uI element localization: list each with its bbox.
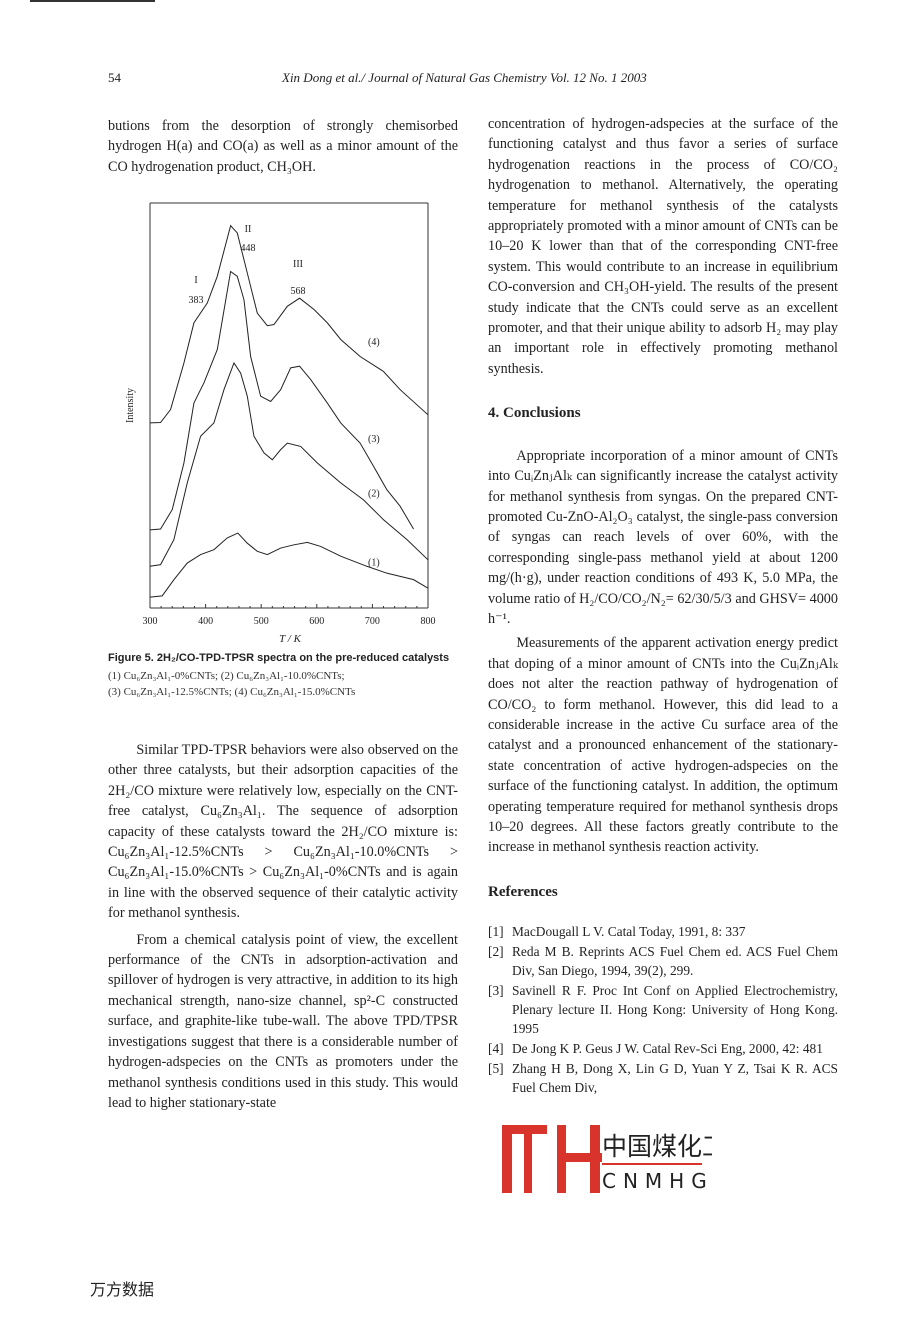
series-label: (1) (368, 557, 380, 568)
reference-text: Zhang H B, Dong X, Lin G D, Yuan Y Z, Ts… (512, 1061, 838, 1096)
reference-item: [2] Reda M B. Reprints ACS Fuel Chem ed. … (488, 942, 838, 980)
x-tick-label: 500 (254, 616, 269, 627)
reference-number: [2] (488, 944, 504, 960)
figure-caption: Figure 5. 2H₂/CO-TPD-TPSR spectra on the… (108, 652, 450, 664)
reference-text: Savinell R F. Proc Int Conf on Applied E… (512, 983, 838, 1037)
reference-list: [1] MacDougall L V. Catal Today, 1991, 8:… (488, 922, 838, 1097)
paragraph: From a chemical catalysis point of view,… (108, 931, 458, 1111)
x-tick-label: 700 (365, 616, 380, 627)
series-line-4 (149, 224, 429, 424)
series-label: (3) (368, 434, 380, 445)
left-column-bottom: Similar TPD-TPSR behaviors were also obs… (108, 740, 458, 1113)
reference-text: De Jong K P. Geus J W. Catal Rev-Sci Eng… (512, 1041, 823, 1057)
page-number: 54 (108, 70, 121, 85)
x-tick-label: 300 (143, 616, 158, 627)
paragraph: Measurements of the apparent activation … (488, 635, 838, 856)
y-axis-label: Intensity (125, 388, 136, 423)
reference-item: [3] Savinell R F. Proc Int Conf on Applie… (488, 981, 838, 1038)
conclusions-heading: 4. Conclusions (488, 405, 581, 422)
watermark-en: CNMHG (602, 1169, 712, 1193)
watermark-logo: 中国煤化工 CNMHG (502, 1125, 712, 1193)
reference-item: [1] MacDougall L V. Catal Today, 1991, 8:… (488, 922, 838, 941)
peak-label-value: 448 (241, 243, 256, 254)
reference-number: [1] (488, 924, 504, 940)
references-heading: References (488, 883, 558, 900)
series-label: (4) (368, 337, 380, 348)
running-title: Xin Dong et al./ Journal of Natural Gas … (282, 70, 647, 85)
right-column: concentration of hydrogen-adspecies at t… (488, 114, 838, 1098)
paragraph: butions from the desorption of strongly … (108, 118, 458, 175)
series-line-3 (149, 270, 414, 531)
peak-label-roman: III (293, 259, 303, 270)
figure-subcaption: (3) Cu₆Zn₃Al₁-12.5%CNTs; (4) Cu₆Zn₃Al₁-1… (108, 686, 356, 698)
watermark-cn: 中国煤化工 (602, 1132, 712, 1161)
x-axis-label: T / K (279, 633, 301, 645)
paragraph: concentration of hydrogen-adspecies at t… (488, 116, 838, 377)
peak-label-value: 383 (189, 295, 204, 306)
paragraph: Appropriate incorporation of a minor amo… (488, 447, 838, 627)
x-tick-label: 600 (309, 616, 324, 627)
reference-text: MacDougall L V. Catal Today, 1991, 8: 33… (512, 924, 746, 940)
x-tick-label: 800 (421, 616, 436, 627)
series-line-2 (149, 361, 429, 567)
reference-text: Reda M B. Reprints ACS Fuel Chem ed. ACS… (512, 944, 838, 979)
top-rule (30, 0, 155, 2)
reference-number: [3] (488, 983, 504, 999)
series-line-1 (149, 532, 429, 598)
figure-caption-block: Figure 5. 2H₂/CO-TPD-TPSR spectra on the… (108, 650, 458, 700)
peak-label-roman: II (245, 224, 252, 235)
footer-text: 万方数据 (90, 1280, 155, 1299)
figure-subcaption: (1) Cu₆Zn₃Al₁-0%CNTs; (2) Cu₆Zn₃Al₁-10.0… (108, 670, 345, 682)
series-label: (2) (368, 489, 380, 500)
reference-item: [4] De Jong K P. Geus J W. Catal Rev-Sci … (488, 1039, 838, 1058)
reference-number: [5] (488, 1061, 504, 1077)
paragraph: Similar TPD-TPSR behaviors were also obs… (108, 742, 458, 922)
x-tick-label: 400 (198, 616, 213, 627)
reference-item: [5] Zhang H B, Dong X, Lin G D, Yuan Y Z,… (488, 1059, 838, 1097)
peak-label-roman: I (194, 275, 197, 286)
tpd-chart: 300 400 500 600 700 800 T / K Intensity (1) (2) (3… (125, 202, 436, 645)
reference-number: [4] (488, 1041, 504, 1057)
left-column-top: butions from the desorption of strongly … (108, 116, 458, 177)
peak-label-value: 568 (291, 286, 306, 297)
